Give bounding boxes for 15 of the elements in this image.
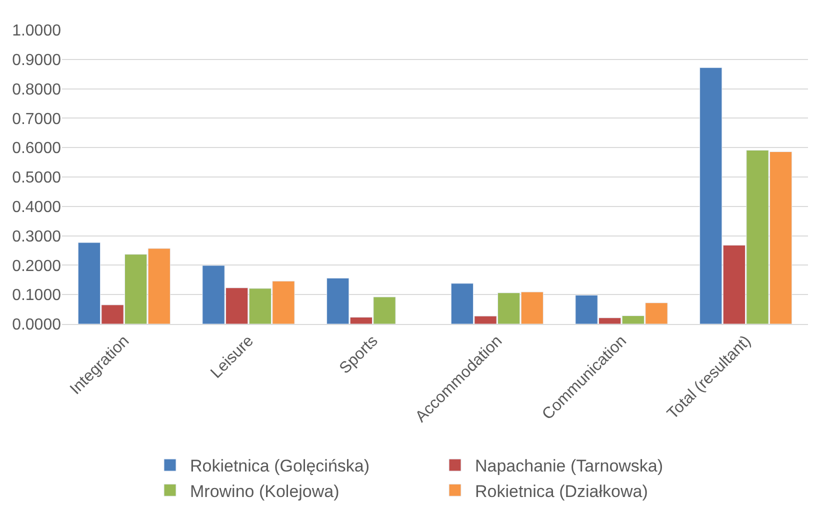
y-tick-label: 0.2000 — [12, 258, 62, 275]
y-tick-label: 0.5000 — [12, 170, 62, 187]
legend-label: Mrowino (Kolejowa) — [190, 482, 340, 501]
y-tick-label: 0.4000 — [12, 199, 62, 216]
y-tick-label: 0.6000 — [12, 140, 62, 158]
y-tick-label: 0.7000 — [12, 110, 62, 128]
legend-label: Rokietnica (Golęcińska) — [190, 456, 370, 476]
y-tick-label: 0.9000 — [12, 52, 62, 69]
y-tick-label: 0.8000 — [12, 81, 62, 98]
legend-label: Napachanie (Tarnowska) — [475, 456, 664, 476]
y-tick-label: 1.0000 — [12, 22, 62, 40]
y-tick-label: 0.0000 — [12, 316, 62, 334]
legend-label: Rokietnica (Działkowa) — [475, 482, 648, 501]
y-tick-label: 0.3000 — [12, 228, 62, 246]
y-tick-label: 0.1000 — [12, 287, 62, 304]
